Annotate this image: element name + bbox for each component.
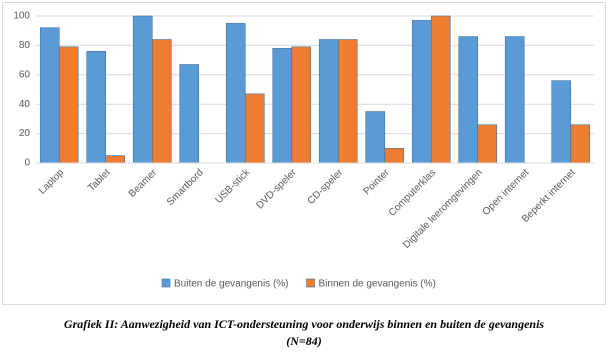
bar bbox=[477, 124, 498, 164]
y-tick-label: 0 bbox=[24, 158, 30, 169]
caption: (N=84) bbox=[286, 334, 322, 348]
y-tick-label: 20 bbox=[19, 128, 31, 139]
y-tick-label: 80 bbox=[19, 40, 31, 51]
bar bbox=[272, 48, 293, 164]
y-tick-label: 60 bbox=[19, 69, 31, 80]
bar bbox=[179, 64, 200, 164]
caption: Grafiek II: Aanwezigheid van ICT-onderst… bbox=[64, 317, 545, 331]
bar bbox=[39, 27, 60, 164]
bar bbox=[551, 80, 572, 164]
bar bbox=[86, 50, 107, 164]
legend-label: Binnen de gevangenis (%) bbox=[319, 279, 436, 290]
bar bbox=[225, 23, 246, 164]
y-tick-label: 100 bbox=[13, 11, 30, 22]
bar bbox=[58, 46, 79, 164]
legend-label: Buiten de gevangenis (%) bbox=[174, 279, 289, 290]
legend-swatch bbox=[306, 278, 315, 288]
bar bbox=[291, 46, 312, 164]
bar bbox=[365, 111, 386, 164]
bar bbox=[244, 93, 265, 164]
bar bbox=[570, 124, 591, 164]
bar bbox=[430, 15, 451, 164]
bar bbox=[318, 39, 339, 164]
y-tick-label: 40 bbox=[19, 99, 31, 110]
bar bbox=[132, 15, 153, 164]
bar bbox=[151, 39, 172, 164]
bar bbox=[337, 39, 358, 164]
bar bbox=[458, 36, 479, 164]
bar bbox=[411, 20, 432, 164]
bar bbox=[504, 36, 525, 164]
bar bbox=[384, 148, 405, 164]
bar bbox=[105, 155, 126, 164]
legend-swatch bbox=[161, 278, 171, 288]
